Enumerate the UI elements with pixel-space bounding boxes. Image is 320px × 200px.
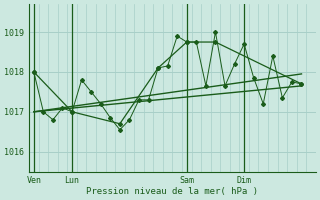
X-axis label: Pression niveau de la mer( hPa ): Pression niveau de la mer( hPa ) bbox=[86, 187, 259, 196]
